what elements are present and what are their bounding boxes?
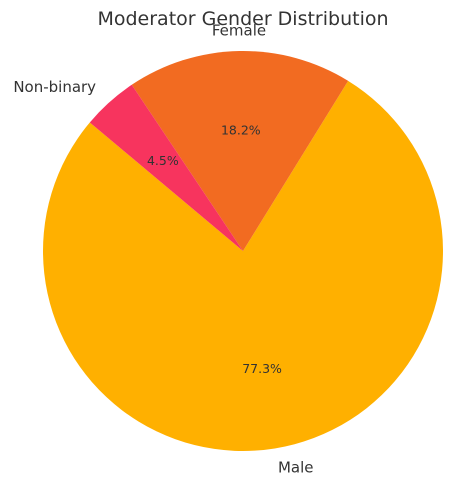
pie-slice-non-binary [89,84,244,252]
pie-labels: Male 77.3% Female 18.2% Non-binary 4.5% [13,22,313,477]
pie-slices [43,50,444,451]
pie-slice-female [131,50,349,251]
pie-slice-male [43,80,444,451]
slice-label-male: Male [278,459,314,477]
slice-label-female: Female [212,22,266,40]
slice-percent-female: 18.2% [221,123,261,138]
slice-percent-non-binary: 4.5% [147,153,179,168]
chart-title: Moderator Gender Distribution [97,8,388,30]
slice-label-non-binary: Non-binary [13,78,96,96]
slice-percent-male: 77.3% [242,361,282,376]
